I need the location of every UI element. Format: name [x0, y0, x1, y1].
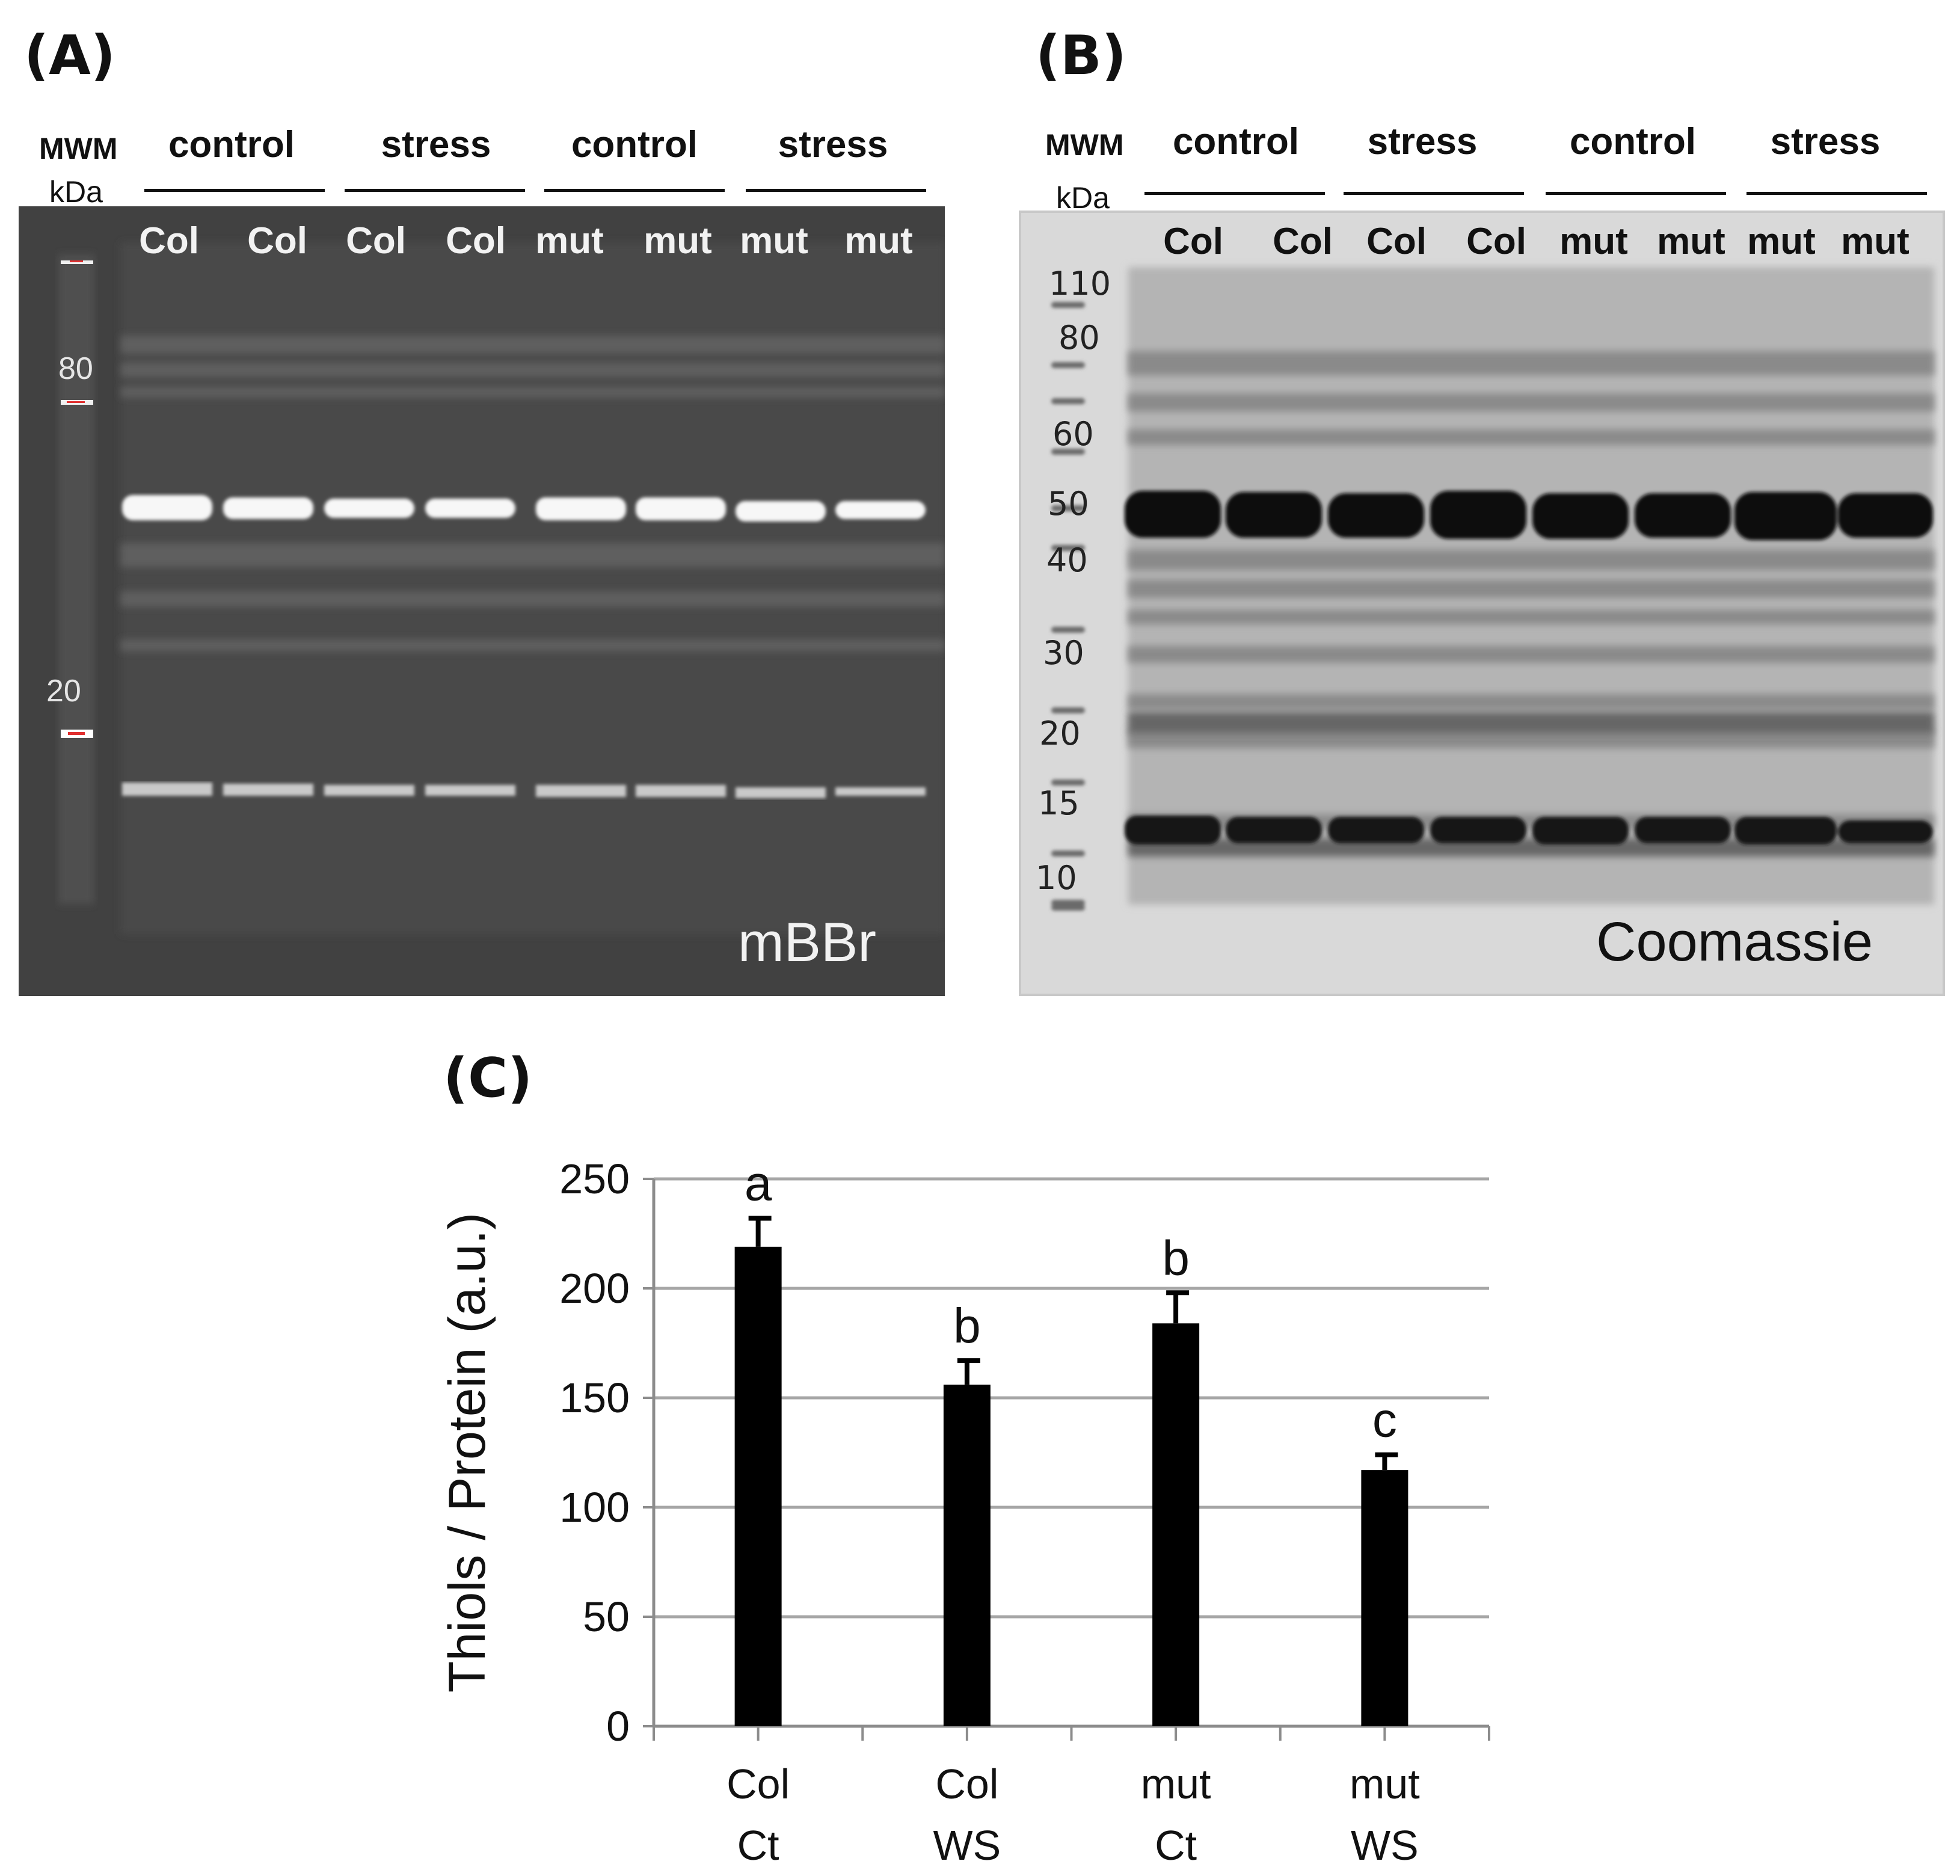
panel-b-marker-20: 20: [1039, 715, 1081, 752]
panel-b-stain-label: Coomassie: [1596, 911, 1873, 973]
panel-b-group-4: stress: [1770, 121, 1881, 162]
y-axis-label: Thiols / Protein (a.u.): [438, 1213, 496, 1693]
x-tick-label: Col: [727, 1761, 790, 1807]
panel-b-gel-bands: [1051, 267, 1934, 911]
y-tick-label: 100: [559, 1484, 630, 1531]
panel-b-kda-label: kDa: [1056, 181, 1110, 215]
panel-a-group-2-line: [345, 189, 525, 192]
panel-a-gel-bands: [58, 242, 945, 934]
panel-a-lane-4: Col: [446, 220, 506, 262]
panel-a-lane-6: mut: [644, 220, 712, 262]
panel-b-group-3-line: [1546, 192, 1726, 195]
panel-a-group-3-line: [544, 189, 725, 192]
panel-b-lane-6: mut: [1657, 221, 1725, 262]
panel-a-lane-5: mut: [535, 220, 604, 262]
panel-a-kda-label: kDa: [49, 175, 103, 209]
panel-b-marker-80: 80: [1058, 319, 1100, 357]
panel-b-label: (B): [1036, 24, 1126, 87]
panel-a-lane-8: mut: [844, 220, 913, 262]
panel-b-group-2: stress: [1367, 121, 1478, 162]
x-tick-label: Ct: [1155, 1822, 1197, 1869]
panel-b-lane-7: mut: [1747, 221, 1816, 262]
bar: [734, 1246, 782, 1726]
bar: [1152, 1323, 1200, 1726]
panel-b-marker-40: 40: [1046, 541, 1088, 579]
x-tick-label: mut: [1350, 1761, 1420, 1807]
panel-b-group-3: control: [1569, 121, 1697, 162]
panel-b-marker-50: 50: [1048, 485, 1089, 523]
bar: [1361, 1470, 1409, 1726]
x-tick-label: Ct: [737, 1822, 779, 1869]
x-tick-label: WS: [933, 1822, 1001, 1869]
panel-b-lane-5: mut: [1559, 221, 1628, 262]
panel-a-group-3: control: [571, 124, 698, 165]
panel-b-group-1: control: [1172, 121, 1300, 162]
y-tick-label: 250: [559, 1155, 630, 1202]
panel-b-lane-4: Col: [1466, 221, 1526, 262]
panel-b-marker-110: 110: [1049, 265, 1111, 303]
panel-c-label: (C): [443, 1047, 533, 1110]
panel-b-marker-15: 15: [1038, 784, 1080, 822]
panel-a-group-4: stress: [778, 124, 888, 165]
y-tick-label: 50: [583, 1593, 630, 1640]
panel-a-marker-80: 80: [58, 351, 93, 386]
panel-b-gel-image: Col Col Col Col mut mut mut mut 110 80 6…: [1019, 211, 1945, 996]
y-tick-label: 0: [606, 1703, 630, 1750]
panel-a-group-2: stress: [381, 124, 491, 165]
y-tick-label: 150: [559, 1374, 630, 1421]
panel-a-stain-label: mBBr: [738, 912, 876, 973]
panel-b-marker-60: 60: [1052, 415, 1094, 453]
panel-a-lane-7: mut: [740, 220, 808, 262]
significance-letter: c: [1372, 1393, 1397, 1448]
panel-a-group-4-line: [746, 189, 926, 192]
panel-a-mwm-label: MWM: [39, 132, 118, 165]
panel-a-group-1-line: [144, 189, 325, 192]
panel-a-label: (A): [24, 24, 115, 87]
panel-b-group-2-line: [1344, 192, 1524, 195]
x-tick-label: mut: [1141, 1761, 1211, 1807]
y-tick-label: 200: [559, 1265, 630, 1312]
bar: [943, 1385, 991, 1726]
panel-a-lane-1: Col: [139, 220, 199, 262]
x-tick-label: WS: [1351, 1822, 1419, 1869]
panel-b-marker-30: 30: [1043, 634, 1084, 672]
significance-letter: a: [745, 1157, 772, 1211]
significance-letter: b: [953, 1299, 981, 1353]
panel-a-marker-20: 20: [46, 674, 81, 709]
x-tick-label: Col: [935, 1761, 998, 1807]
panel-b-marker-10: 10: [1036, 859, 1077, 897]
significance-letter: b: [1162, 1231, 1190, 1285]
panel-b-mwm-label: MWM: [1045, 128, 1124, 162]
panel-b-group-1-line: [1144, 192, 1325, 195]
panel-b-lane-2: Col: [1273, 221, 1333, 262]
panel-a-lane-3: Col: [346, 220, 406, 262]
panel-b-lane-8: mut: [1841, 221, 1909, 262]
panel-a-gel-image: 80 20 Col Col Col Col mut mut mut mut mB…: [19, 206, 945, 996]
panel-b-lane-3: Col: [1366, 221, 1427, 262]
panel-b-group-4-line: [1746, 192, 1927, 195]
panel-a-lane-2: Col: [247, 220, 307, 262]
panel-a-group-1: control: [168, 124, 295, 165]
panel-b-lane-1: Col: [1163, 221, 1223, 262]
